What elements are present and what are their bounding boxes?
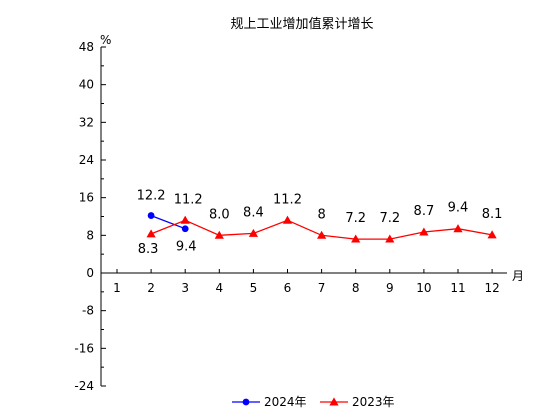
data-label: 8.3 — [138, 242, 159, 257]
y-tick-label: -8 — [82, 304, 94, 318]
x-tick-label: 9 — [386, 281, 394, 295]
y-tick-label: 0 — [86, 266, 94, 280]
y-tick-label: 8 — [86, 228, 94, 242]
data-label: 7.2 — [379, 211, 400, 226]
data-point-2024年 — [147, 212, 155, 219]
data-label: 8.4 — [243, 205, 264, 220]
data-label: 8.0 — [209, 207, 230, 222]
y-tick-label: 48 — [79, 40, 94, 54]
y-tick-label: -16 — [74, 341, 94, 355]
data-labels: 12.2 9.4 8.3 11.2 8.0 8.4 11.2 8 7.2 7.2 8.7 9.4 8.1 — [137, 189, 503, 257]
legend-marker — [329, 397, 339, 406]
x-axis-unit: 月 — [512, 269, 524, 283]
x-tick-label: 3 — [181, 281, 189, 295]
y-tick-label: 16 — [79, 191, 94, 205]
y-tick-label: 40 — [79, 78, 94, 92]
data-label: 11.2 — [174, 192, 203, 207]
data-point-2023年 — [180, 215, 190, 224]
x-tick-label: 10 — [416, 281, 431, 295]
data-label: 9.4 — [176, 240, 197, 255]
x-tick-label: 1 — [113, 281, 121, 295]
data-point-2023年 — [487, 230, 497, 239]
y-axis-unit: % — [100, 33, 111, 47]
legend-label: 2023年 — [352, 395, 395, 409]
data-label: 9.4 — [448, 201, 469, 216]
data-label: 8.1 — [482, 207, 503, 222]
data-point-2023年 — [351, 234, 361, 243]
data-point-2023年 — [419, 227, 429, 236]
data-point-2023年 — [146, 229, 156, 238]
x-tick-label: 8 — [352, 281, 360, 295]
data-label: 8.7 — [414, 204, 435, 219]
chart-title: 规上工业增加值累计增长 — [230, 16, 373, 32]
data-label: 11.2 — [273, 192, 302, 207]
data-point-2023年 — [214, 230, 224, 239]
x-tick-label: 2 — [147, 281, 155, 295]
data-label: 8 — [317, 207, 325, 222]
x-tick-label: 5 — [250, 281, 258, 295]
series-line-2024年 — [150, 214, 186, 230]
y-tick-label: 32 — [79, 115, 94, 129]
x-tick-label: 6 — [284, 281, 292, 295]
data-point-2023年 — [385, 234, 395, 243]
x-tick-label: 12 — [484, 281, 499, 295]
data-point-2023年 — [248, 228, 258, 237]
legend-marker — [242, 398, 250, 406]
x-tick-label: 7 — [318, 281, 326, 295]
x-tick-label: 11 — [450, 281, 465, 295]
data-label: 12.2 — [137, 189, 166, 204]
legend-item-2023年: 2023年 — [320, 395, 395, 409]
x-tick-label: 4 — [215, 281, 223, 295]
legend: 2024年 2023年 — [232, 395, 395, 409]
data-point-2023年 — [453, 224, 463, 233]
data-point-2023年 — [317, 230, 327, 239]
y-tick-label: -24 — [74, 379, 94, 393]
legend-item-2024年: 2024年 — [232, 395, 307, 409]
series-layer — [146, 212, 497, 243]
data-label: 7.2 — [345, 211, 366, 226]
data-point-2023年 — [282, 215, 293, 224]
legend-label: 2024年 — [264, 395, 307, 409]
data-point-2024年 — [181, 225, 189, 233]
y-tick-label: 24 — [79, 153, 94, 167]
